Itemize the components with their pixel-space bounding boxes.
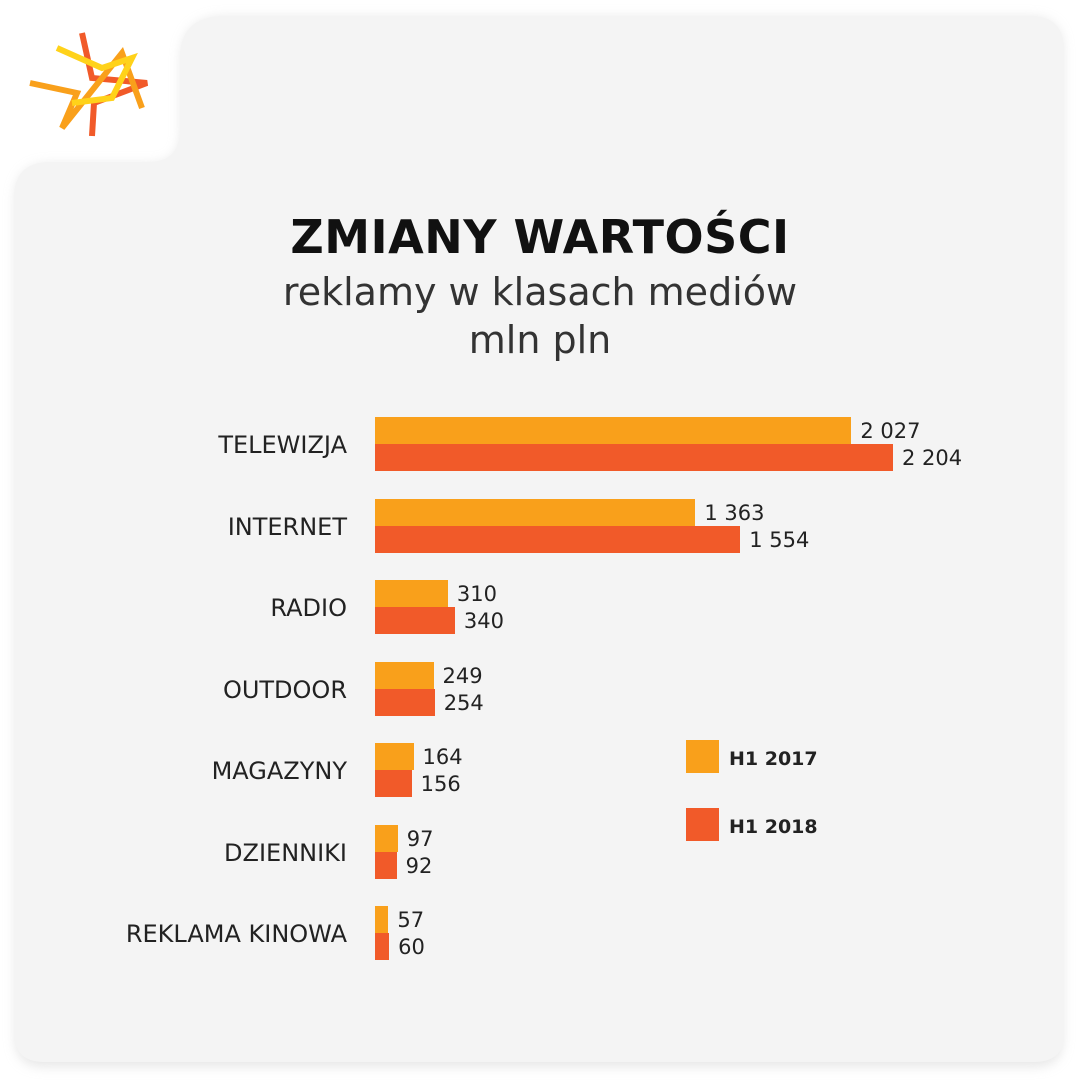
legend-label-h1-2018: H1 2018 [729, 816, 818, 838]
value-label-dzienniki-h1-2017: 97 [406, 826, 434, 851]
bar-dzienniki-h1-2018 [375, 851, 397, 879]
bar-radio-h1-2018 [375, 607, 455, 634]
value-label-magazyny-h1-2018: 156 [420, 772, 461, 796]
bar-outdoor-h1-2017 [375, 661, 434, 689]
category-label-reklama-kinowa: REKLAMA KINOWA [125, 920, 347, 948]
bar-radio-h1-2017 [375, 580, 448, 607]
category-label-telewizja: TELEWIZJA [218, 431, 347, 459]
chart-unit: mln pln [468, 318, 612, 362]
category-label-outdoor: OUTDOOR [222, 675, 347, 704]
value-label-telewizja-h1-2018: 2 204 [902, 446, 963, 470]
value-label-radio-h1-2017: 310 [456, 582, 497, 606]
bar-internet-h1-2017 [375, 498, 696, 526]
category-label-dzienniki: DZIENNIKI [224, 838, 347, 867]
category-label-magazyny: MAGAZYNY [211, 757, 347, 785]
category-label-radio: RADIO [270, 594, 347, 622]
bar-magazyny-h1-2017 [375, 743, 414, 770]
value-label-outdoor-h1-2018: 254 [443, 690, 484, 715]
value-label-telewizja-h1-2017: 2 027 [860, 419, 921, 443]
chart-subtitle: reklamy w klasach mediów [282, 270, 798, 314]
category-label-internet: INTERNET [227, 512, 347, 541]
chart-title: ZMIANY WARTOŚCI [290, 210, 790, 264]
value-label-internet-h1-2017: 1 363 [704, 500, 765, 525]
value-label-radio-h1-2018: 340 [463, 609, 504, 633]
bar-telewizja-h1-2017 [375, 417, 852, 444]
bar-magazyny-h1-2018 [375, 770, 412, 797]
bar-reklama-kinowa-h1-2017 [375, 906, 389, 933]
bar-dzienniki-h1-2017 [375, 824, 398, 852]
value-label-magazyny-h1-2017: 164 [422, 745, 463, 769]
legend-swatch-h1-2017 [686, 740, 719, 773]
bar-outdoor-h1-2018 [375, 688, 435, 716]
legend-label-h1-2017: H1 2017 [729, 748, 818, 770]
value-label-outdoor-h1-2017: 249 [442, 663, 483, 688]
value-label-internet-h1-2018: 1 554 [749, 527, 810, 552]
value-label-reklama-kinowa-h1-2018: 60 [398, 935, 425, 959]
bar-internet-h1-2018 [375, 525, 741, 553]
value-label-dzienniki-h1-2018: 92 [405, 853, 433, 878]
bar-telewizja-h1-2018 [375, 444, 893, 471]
value-label-reklama-kinowa-h1-2017: 57 [397, 908, 425, 932]
star-logo [29, 32, 149, 137]
legend-swatch-h1-2018 [686, 808, 719, 841]
bar-reklama-kinowa-h1-2018 [375, 933, 390, 960]
